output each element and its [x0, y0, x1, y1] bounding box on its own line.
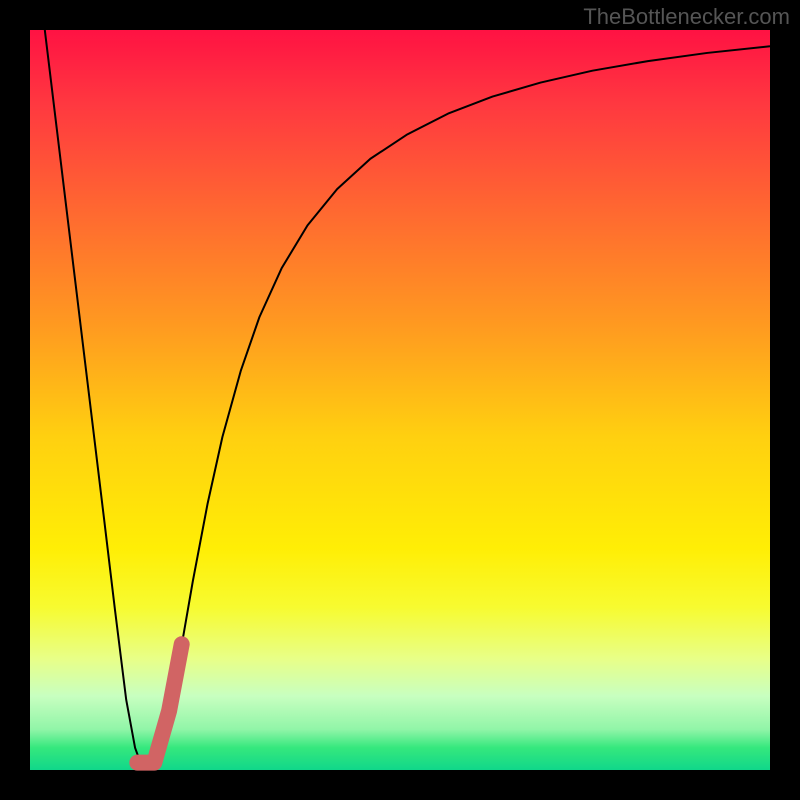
watermark-text: TheBottlenecker.com: [583, 4, 790, 30]
plot-background: [30, 30, 770, 770]
bottleneck-chart: [0, 0, 800, 800]
chart-container: TheBottlenecker.com: [0, 0, 800, 800]
